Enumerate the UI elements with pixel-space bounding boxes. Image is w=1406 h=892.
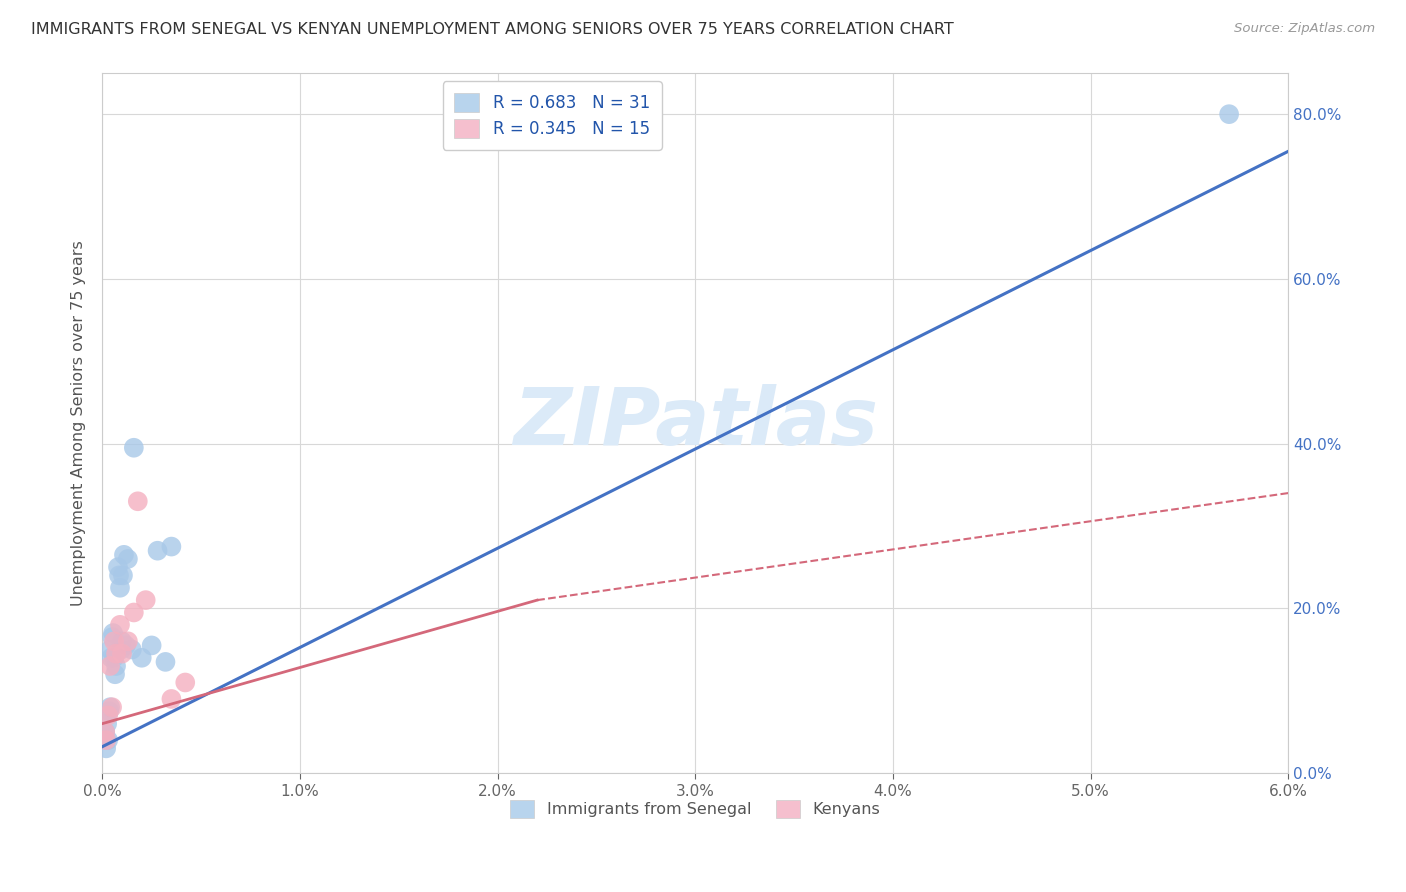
Point — [104, 667, 127, 681]
Text: ZIPatlas: ZIPatlas — [513, 384, 877, 462]
Point — [135, 593, 157, 607]
Point — [100, 650, 122, 665]
Point — [117, 552, 139, 566]
Point — [108, 568, 131, 582]
Point — [103, 634, 125, 648]
Point — [131, 650, 153, 665]
Point — [96, 716, 118, 731]
Point — [127, 494, 149, 508]
Point — [155, 655, 177, 669]
Point — [96, 741, 118, 756]
Point — [111, 634, 134, 648]
Point — [141, 639, 163, 653]
Y-axis label: Unemployment Among Seniors over 75 years: Unemployment Among Seniors over 75 years — [72, 240, 86, 606]
Point — [111, 647, 134, 661]
Text: IMMIGRANTS FROM SENEGAL VS KENYAN UNEMPLOYMENT AMONG SENIORS OVER 75 YEARS CORRE: IMMIGRANTS FROM SENEGAL VS KENYAN UNEMPL… — [31, 22, 953, 37]
Point — [94, 725, 117, 739]
Point — [108, 617, 131, 632]
Point — [96, 733, 118, 747]
Point — [98, 659, 121, 673]
Point — [122, 606, 145, 620]
Point — [160, 692, 183, 706]
Point — [110, 642, 132, 657]
Point — [96, 733, 118, 747]
Point — [1218, 107, 1240, 121]
Point — [94, 725, 117, 739]
Point — [98, 700, 121, 714]
Point — [115, 639, 138, 653]
Point — [122, 441, 145, 455]
Point — [108, 581, 131, 595]
Point — [107, 560, 129, 574]
Text: Source: ZipAtlas.com: Source: ZipAtlas.com — [1234, 22, 1375, 36]
Point — [146, 543, 169, 558]
Legend: Immigrants from Senegal, Kenyans: Immigrants from Senegal, Kenyans — [505, 793, 887, 824]
Point — [101, 700, 124, 714]
Point — [105, 647, 128, 661]
Point — [105, 659, 128, 673]
Point — [98, 642, 121, 657]
Point — [101, 626, 124, 640]
Point — [174, 675, 197, 690]
Point — [111, 568, 134, 582]
Point — [101, 630, 124, 644]
Point — [160, 540, 183, 554]
Point — [98, 704, 121, 718]
Point — [112, 548, 135, 562]
Point — [121, 642, 143, 657]
Point — [97, 708, 120, 723]
Point — [117, 634, 139, 648]
Point — [103, 650, 125, 665]
Point — [97, 733, 120, 747]
